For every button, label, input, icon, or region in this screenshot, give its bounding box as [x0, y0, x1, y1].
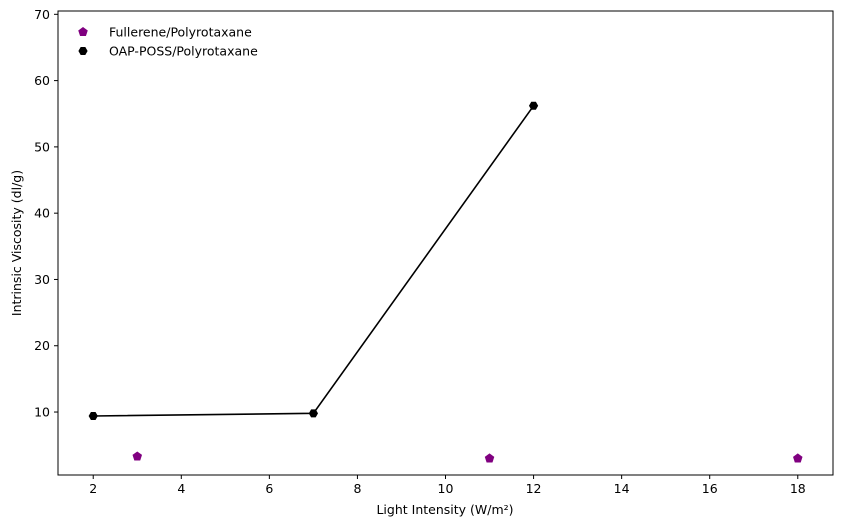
legend: Fullerene/Polyrotaxane OAP-POSS/Polyrotax… [78, 25, 258, 59]
x-tick-label: 2 [89, 481, 97, 496]
data-point-s2-1 [88, 412, 98, 420]
y-tick-label: 70 [34, 7, 50, 22]
legend-label-2: OAP-POSS/Polyrotaxane [109, 44, 258, 59]
x-tick-label: 18 [790, 481, 806, 496]
x-tick-label: 10 [438, 481, 454, 496]
legend-marker-2 [78, 47, 88, 55]
y-tick-label: 30 [34, 272, 50, 287]
y-tick-label: 40 [34, 206, 50, 221]
x-tick-label: 4 [177, 481, 185, 496]
y-axis: 10 20 30 40 50 60 70 [34, 7, 58, 420]
legend-label-1: Fullerene/Polyrotaxane [109, 25, 252, 40]
y-tick-label: 10 [34, 405, 50, 420]
legend-marker-1 [78, 27, 88, 37]
plot-area [58, 11, 833, 475]
data-point-s2-2 [308, 409, 318, 418]
x-tick-label: 6 [265, 481, 273, 496]
x-tick-label: 8 [353, 481, 361, 496]
data-point-s1-2 [484, 453, 495, 463]
x-axis-title: Light Intensity (W/m²) [376, 502, 513, 517]
data-point-s2-3 [528, 101, 539, 110]
y-tick-label: 60 [34, 73, 50, 88]
data-point-s1-3 [793, 453, 803, 463]
y-tick-label: 20 [34, 338, 50, 353]
x-axis: 2 4 6 8 10 12 14 16 18 [89, 475, 806, 496]
x-tick-label: 14 [614, 481, 630, 496]
data-points [88, 101, 803, 463]
x-tick-label: 12 [526, 481, 542, 496]
y-axis-title: Intrinsic Viscosity (dl/g) [9, 170, 24, 316]
y-tick-label: 50 [34, 139, 50, 154]
x-tick-label: 16 [702, 481, 718, 496]
data-point-s1-1 [132, 451, 143, 461]
